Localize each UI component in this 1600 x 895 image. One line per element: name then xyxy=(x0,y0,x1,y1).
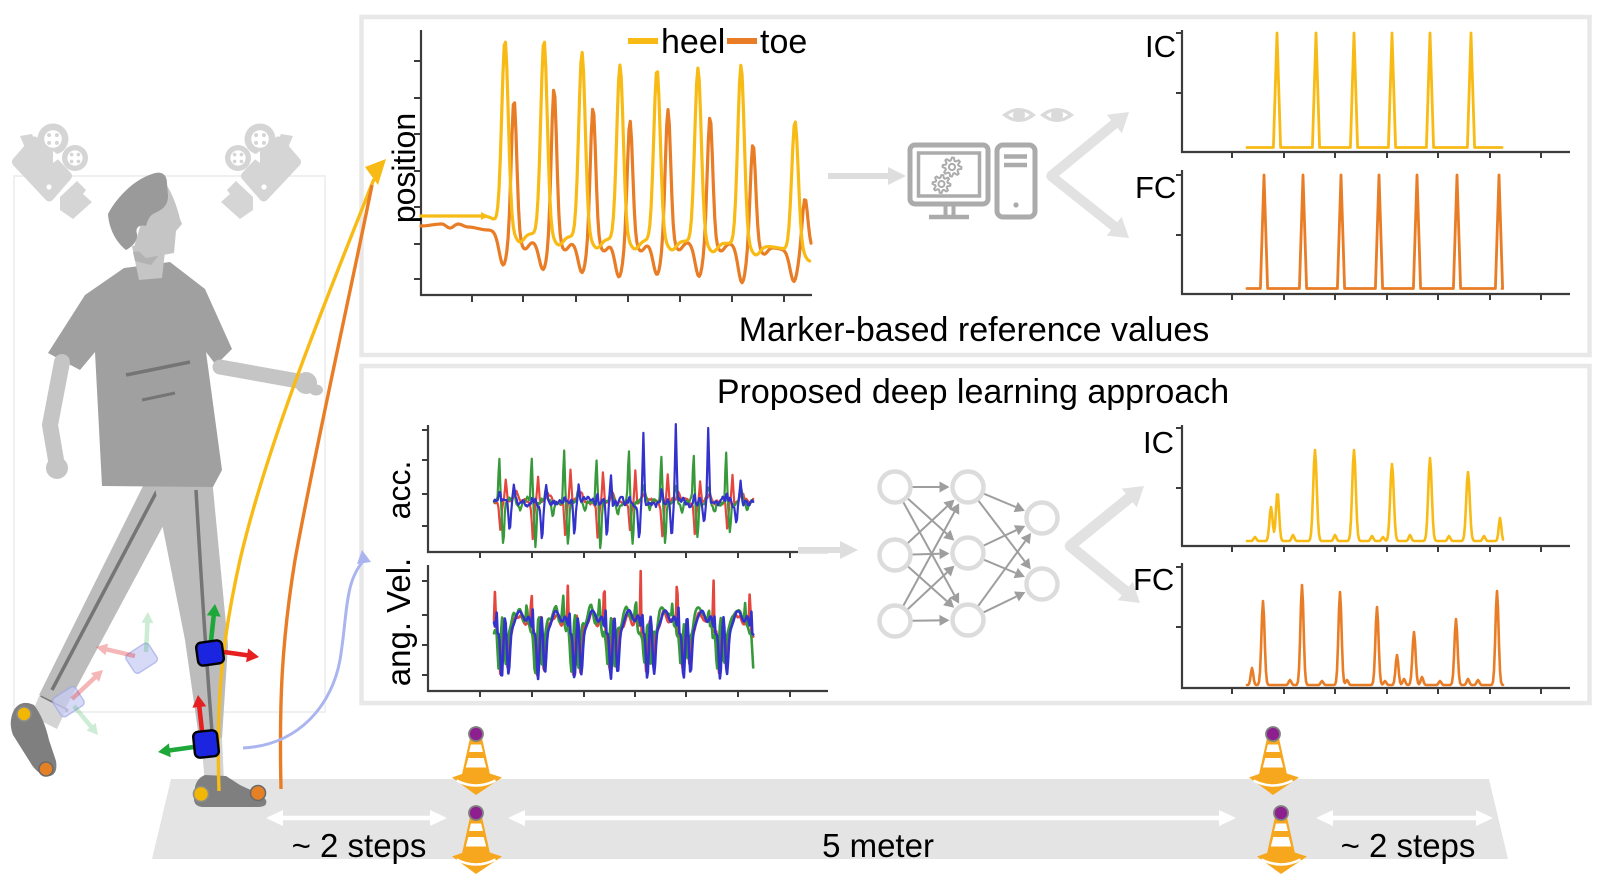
svg-text:~ 2 steps: ~ 2 steps xyxy=(292,827,427,864)
svg-text:Marker-based reference values: Marker-based reference values xyxy=(739,311,1210,349)
svg-text:~ 2 steps: ~ 2 steps xyxy=(1341,827,1476,864)
svg-text:heel: heel xyxy=(661,23,725,61)
svg-text:FC: FC xyxy=(1135,170,1176,205)
svg-text:ang. Vel.: ang. Vel. xyxy=(380,558,417,686)
svg-text:IC: IC xyxy=(1143,425,1174,460)
svg-text:IC: IC xyxy=(1145,29,1176,64)
svg-text:5 meter: 5 meter xyxy=(822,827,934,864)
svg-text:toe: toe xyxy=(760,23,807,61)
svg-text:Proposed deep learning approac: Proposed deep learning approach xyxy=(717,373,1229,411)
svg-text:FC: FC xyxy=(1133,562,1174,597)
svg-text:position: position xyxy=(386,113,422,223)
svg-text:acc.: acc. xyxy=(381,461,417,520)
